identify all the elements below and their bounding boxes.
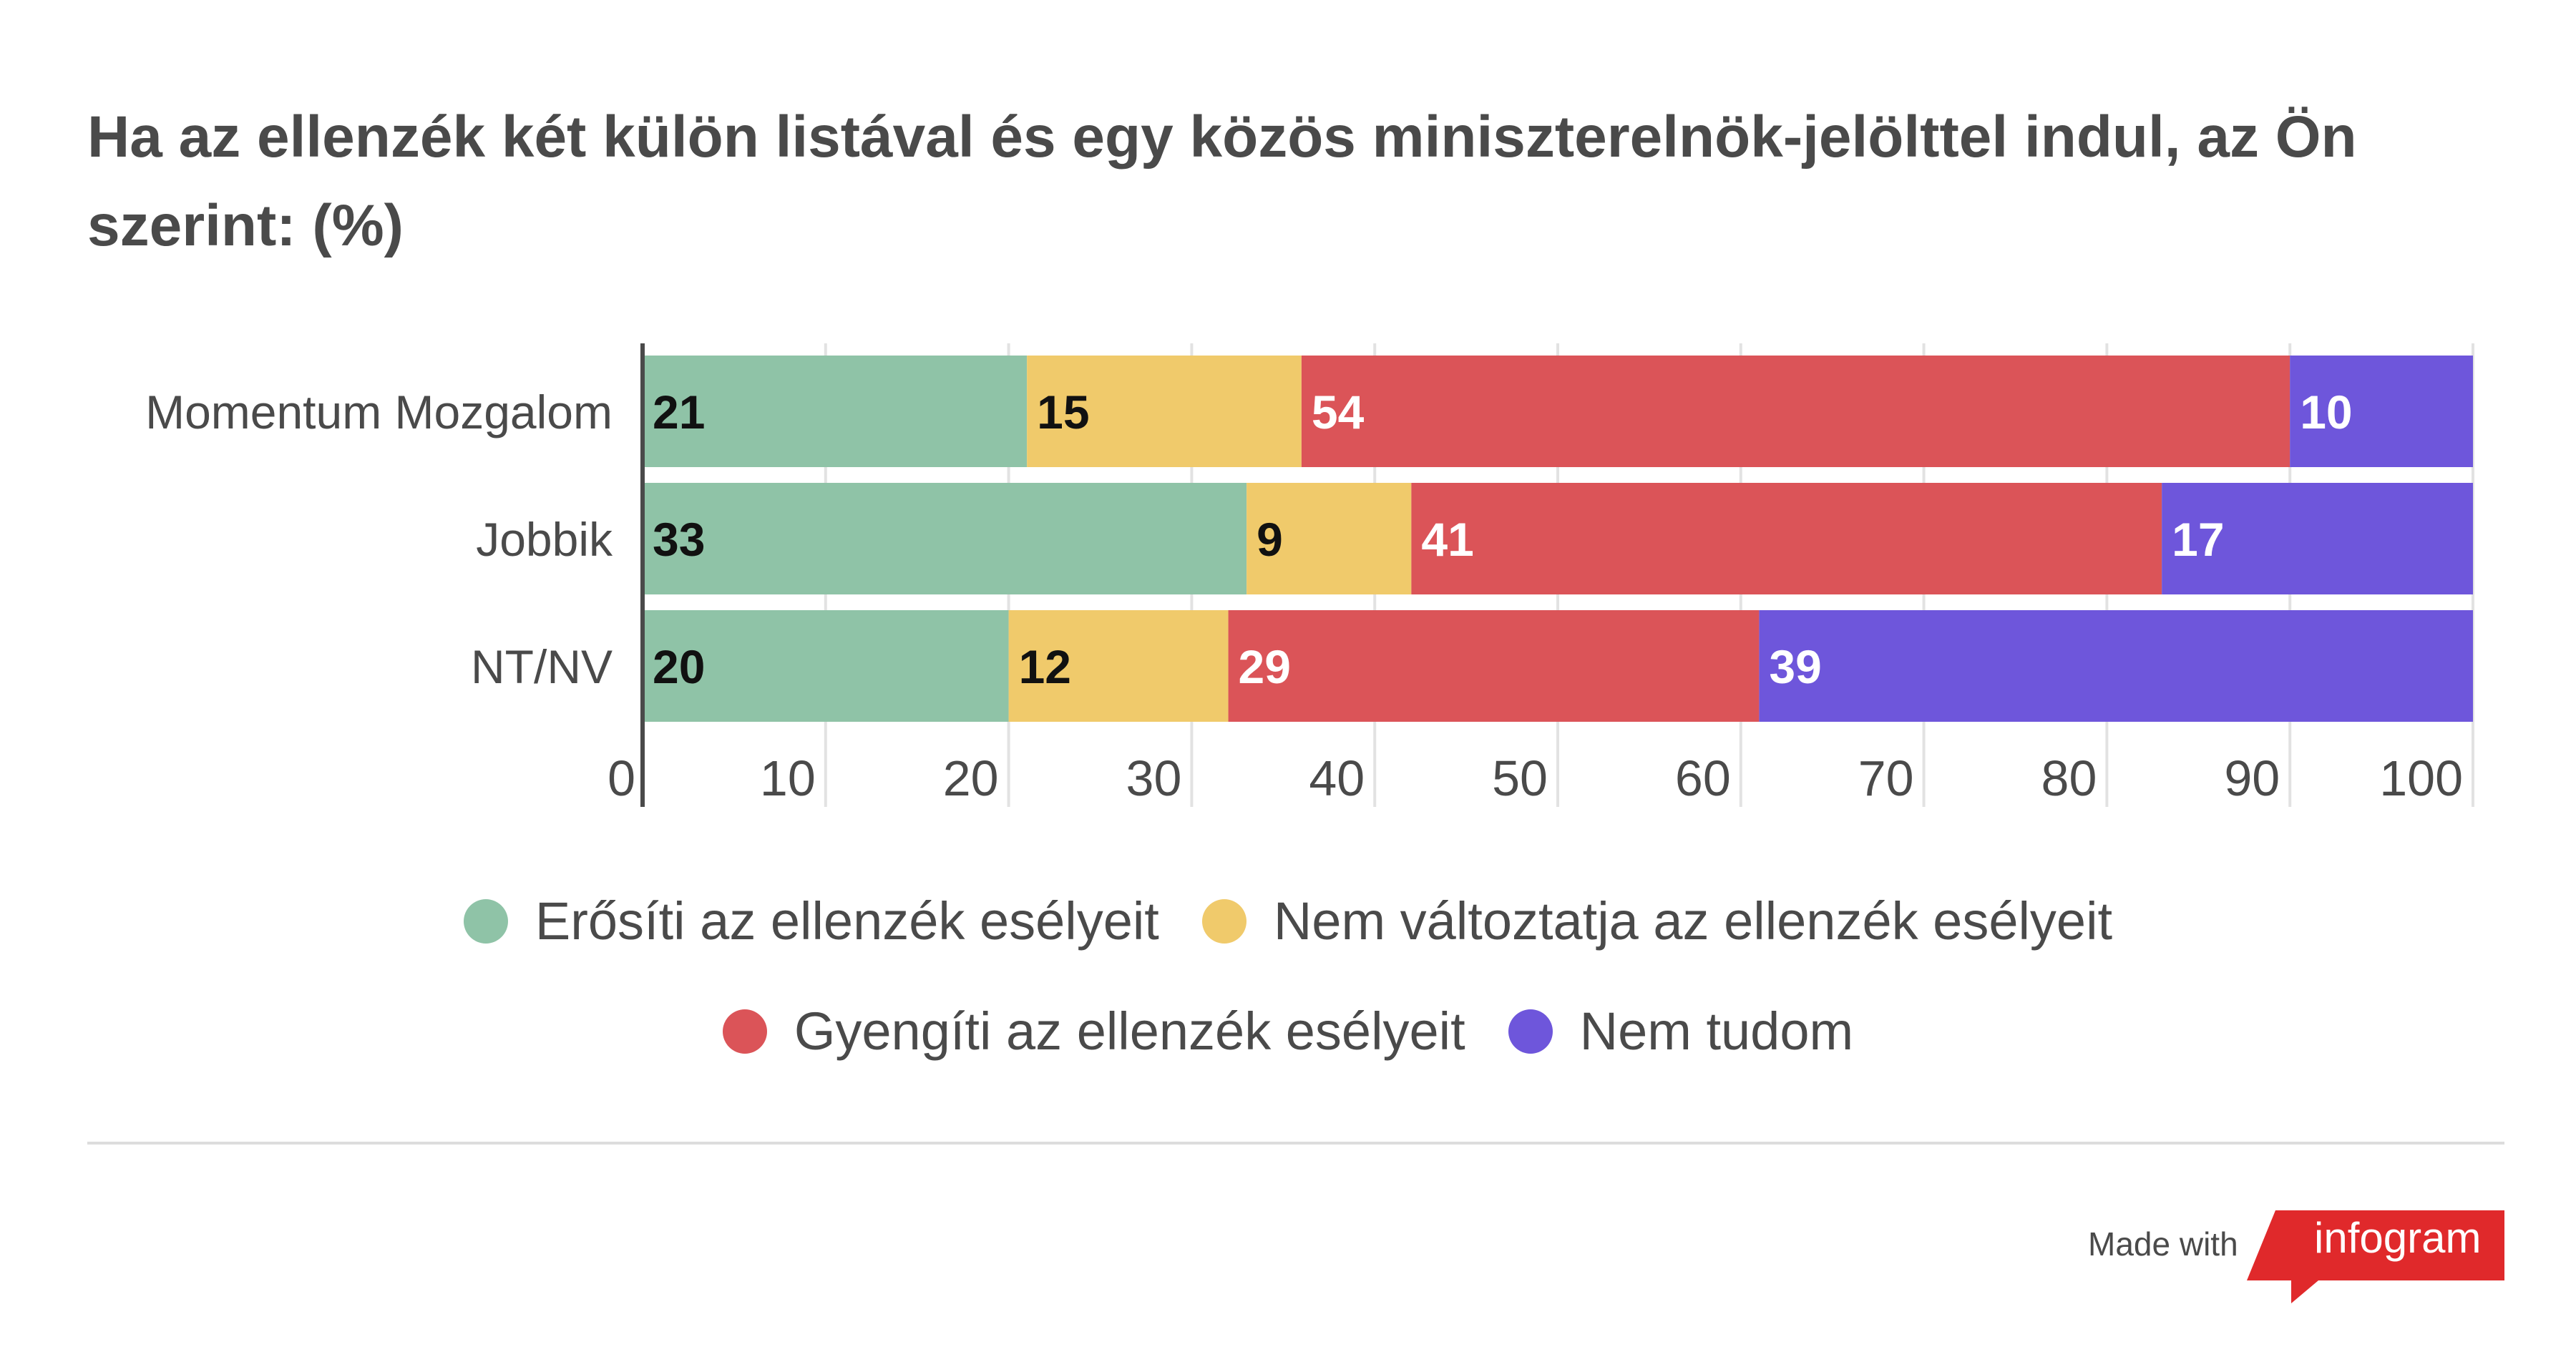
legend-item-3[interactable]: Nem tudom <box>1508 1001 1853 1062</box>
legend-item-2[interactable]: Gyengíti az ellenzék esélyeit <box>722 1001 1465 1062</box>
data-label-2-0: 20 <box>653 640 705 693</box>
x-tick-label-40: 40 <box>1309 750 1365 806</box>
legend-row-2: Gyengíti az ellenzék esélyeit Nem tudom <box>0 1001 2576 1062</box>
bar-segment-2-0[interactable] <box>643 610 1009 722</box>
data-label-1-3: 17 <box>2172 513 2224 566</box>
bar-segment-1-0[interactable] <box>643 483 1247 594</box>
legend-dot-icon <box>1201 898 1246 944</box>
bar-segment-1-3[interactable] <box>2162 483 2473 594</box>
data-labels: 21 15 54 10 33 9 41 17 20 12 29 39 <box>653 386 2353 693</box>
made-with-text: Made with <box>2088 1225 2238 1263</box>
bars <box>643 356 2473 722</box>
x-tick-label-70: 70 <box>1858 750 1914 806</box>
x-axis-ticks: 0 10 20 30 40 50 60 70 80 90 100 <box>608 750 2463 806</box>
legend-item-0[interactable]: Erősíti az ellenzék esélyeit <box>463 891 1159 951</box>
x-tick-label-0: 0 <box>608 750 635 806</box>
x-tick-label-10: 10 <box>760 750 816 806</box>
data-label-0-0: 21 <box>653 386 705 439</box>
bar-segment-2-2[interactable] <box>1228 610 1760 722</box>
x-tick-label-60: 60 <box>1675 750 1731 806</box>
legend-label: Gyengíti az ellenzék esélyeit <box>794 1001 1465 1061</box>
category-label-2: NT/NV <box>471 640 613 693</box>
legend-label: Nem tudom <box>1579 1001 1854 1061</box>
footer-divider <box>87 1142 2504 1145</box>
x-tick-label-100: 100 <box>2379 750 2463 806</box>
legend-dot-icon <box>722 1009 767 1054</box>
category-label-0: Momentum Mozgalom <box>145 386 613 439</box>
bar-segment-1-2[interactable] <box>1411 483 2162 594</box>
bar-segment-0-2[interactable] <box>1301 356 2290 467</box>
chart-title: Ha az ellenzék két külön listával és egy… <box>87 104 2357 258</box>
data-label-2-1: 12 <box>1019 640 1071 693</box>
data-label-2-2: 29 <box>1239 640 1291 693</box>
data-label-2-3: 39 <box>1769 640 1821 693</box>
x-tick-label-30: 30 <box>1126 750 1182 806</box>
x-tick-label-80: 80 <box>2041 750 2097 806</box>
data-label-0-1: 15 <box>1037 386 1089 439</box>
legend-dot-icon <box>1508 1009 1553 1054</box>
bar-segment-0-3[interactable] <box>2290 356 2473 467</box>
category-labels: Momentum Mozgalom Jobbik NT/NV <box>145 386 613 693</box>
x-tick-label-90: 90 <box>2224 750 2280 806</box>
infogram-logo-text[interactable]: infogram <box>2314 1214 2482 1262</box>
data-label-1-1: 9 <box>1257 513 1283 566</box>
data-label-0-2: 54 <box>1312 386 1365 439</box>
category-label-1: Jobbik <box>476 513 613 566</box>
bar-segment-2-3[interactable] <box>1759 610 2473 722</box>
bar-segment-0-1[interactable] <box>1027 356 1302 467</box>
infogram-logo-badge[interactable] <box>2247 1210 2504 1303</box>
legend-label: Nem változtatja az ellenzék esélyeit <box>1273 891 2113 951</box>
bar-segment-2-1[interactable] <box>1008 610 1229 722</box>
data-label-0-3: 10 <box>2300 386 2352 439</box>
legend-label: Erősíti az ellenzék esélyeit <box>535 891 1159 951</box>
legend-row-1: Erősíti az ellenzék esélyeit Nem változta… <box>0 891 2576 951</box>
legend-item-1[interactable]: Nem változtatja az ellenzék esélyeit <box>1201 891 2113 951</box>
data-label-1-0: 33 <box>653 513 705 566</box>
x-tick-label-50: 50 <box>1492 750 1548 806</box>
legend-dot-icon <box>463 898 508 944</box>
data-label-1-2: 41 <box>1421 513 1473 566</box>
bar-segment-0-0[interactable] <box>643 356 1028 467</box>
x-tick-label-20: 20 <box>943 750 999 806</box>
bar-segment-1-1[interactable] <box>1246 483 1412 594</box>
